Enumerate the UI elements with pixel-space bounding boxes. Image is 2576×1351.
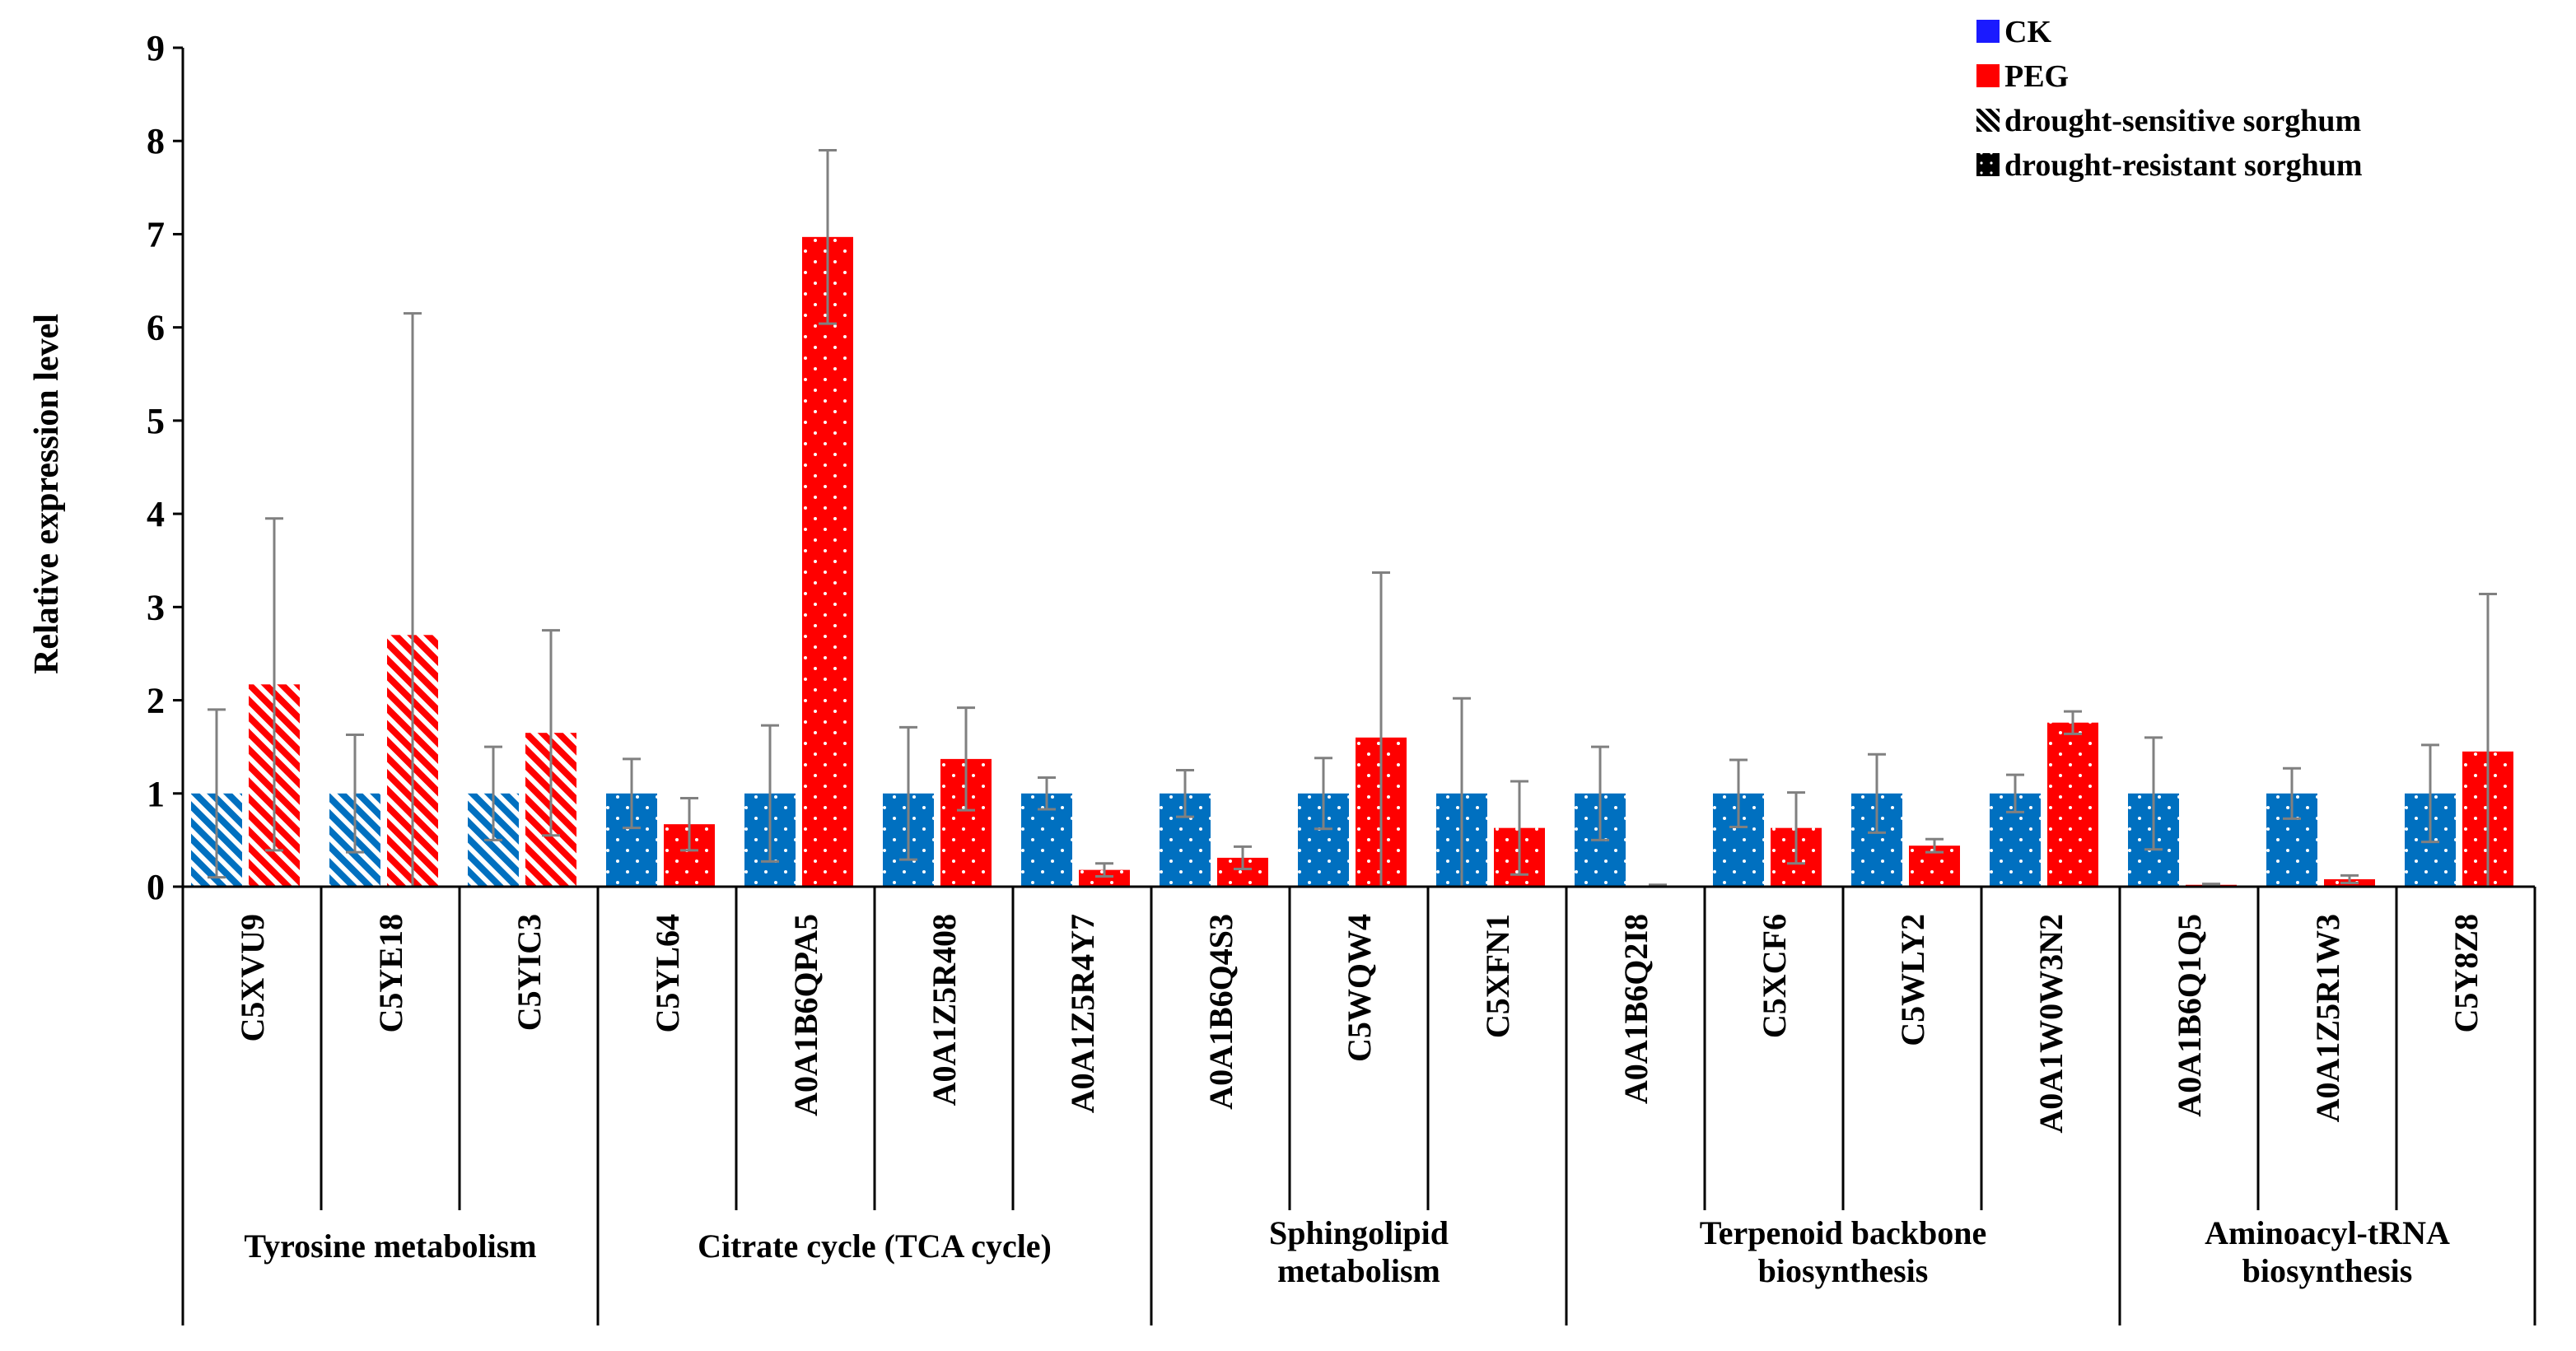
y-tick-label: 7 <box>147 214 165 254</box>
gene-label-C5YE18: C5YE18 <box>372 914 409 1032</box>
group-label-3: Terpenoid backbone biosynthesis <box>1700 1214 1987 1289</box>
y-tick-label: 8 <box>147 121 165 161</box>
legend-swatch-dots <box>1976 153 2000 176</box>
group-label-line: Aminoacyl-tRNA <box>2205 1214 2450 1251</box>
error-bar-peg-C5XFN1 <box>1510 780 1528 876</box>
legend-swatch-hatch <box>1976 109 2000 132</box>
error-bar-peg-A0A1Z5R4Y7 <box>1095 862 1113 878</box>
group-label-line: Sphingolipid <box>1269 1214 1449 1251</box>
bar-peg-A0A1W0W3N2 <box>2047 722 2098 887</box>
error-bar-peg-C5YIC3 <box>542 629 560 837</box>
gene-label-C5XFN1: C5XFN1 <box>1479 914 1516 1038</box>
y-tick-label: 4 <box>147 494 165 534</box>
legend-swatch-solid <box>1976 64 2000 87</box>
group-label-line: biosynthesis <box>2242 1252 2413 1289</box>
gene-label-A0A1Z5R408: A0A1Z5R408 <box>926 914 963 1106</box>
gene-label-C5XCF6: C5XCF6 <box>1756 914 1793 1038</box>
group-label-1: Citrate cycle (TCA cycle) <box>698 1228 1052 1265</box>
error-bar-ck-A0A1B6Q4S3 <box>1176 768 1194 818</box>
gene-label-C5YL64: C5YL64 <box>649 914 686 1032</box>
error-bar-peg-C5WLY2 <box>1925 837 1944 854</box>
y-tick-label: 6 <box>147 308 165 348</box>
error-bar-ck-A0A1Z5R408 <box>899 725 917 861</box>
y-axis-title: Relative expression level <box>28 314 66 674</box>
legend-item-2: drought-sensitive sorghum <box>1976 104 2361 138</box>
gene-label-A0A1B6Q2I8: A0A1B6Q2I8 <box>1617 914 1654 1104</box>
group-label-4: Aminoacyl-tRNA biosynthesis <box>2205 1214 2450 1289</box>
error-bar-peg-A0A1B6Q4S3 <box>1234 845 1252 870</box>
error-bar-ck-C5YL64 <box>623 757 641 830</box>
bars-layer <box>191 236 2513 887</box>
legend-label: drought-sensitive sorghum <box>2004 104 2361 138</box>
error-bar-ck-C5XVU9 <box>208 708 226 879</box>
group-label-line: Citrate cycle (TCA cycle) <box>698 1228 1052 1265</box>
group-label-line: Terpenoid backbone <box>1700 1214 1987 1251</box>
group-label-line: metabolism <box>1277 1252 1440 1289</box>
error-bars-layer <box>208 149 2497 888</box>
error-bar-ck-A0A1Z5R1W3 <box>2283 766 2301 820</box>
legend-item-0: CK <box>1976 15 2051 49</box>
gene-label-C5YIC3: C5YIC3 <box>511 914 548 1031</box>
error-bar-ck-C5YIC3 <box>484 745 502 841</box>
error-bar-ck-C5Y8Z8 <box>2421 743 2439 844</box>
gene-label-A0A1Z5R1W3: A0A1Z5R1W3 <box>2309 914 2346 1122</box>
group-label-0: Tyrosine metabolism <box>244 1228 536 1265</box>
y-tick-label: 0 <box>147 867 165 907</box>
gene-label-C5WLY2: C5WLY2 <box>1894 914 1931 1046</box>
gene-label-A0A1B6Q1Q5: A0A1B6Q1Q5 <box>2171 914 2208 1117</box>
error-bar-ck-C5XCF6 <box>1729 758 1748 829</box>
y-tick-label: 5 <box>147 401 165 441</box>
error-bar-peg-C5XVU9 <box>265 517 283 852</box>
y-axis: 0 1 2 3 4 5 6 7 8 9 <box>147 28 184 907</box>
gene-label-A0A1B6QPA5: A0A1B6QPA5 <box>787 914 824 1116</box>
y-tick-label: 2 <box>147 681 165 721</box>
legend-item-3: drought-resistant sorghum <box>1976 148 2363 183</box>
error-bar-ck-A0A1B6Q1Q5 <box>2144 736 2163 851</box>
group-label-line: Tyrosine metabolism <box>244 1228 536 1265</box>
error-bar-ck-C5WQW4 <box>1314 757 1332 831</box>
y-tick-label: 1 <box>147 774 165 814</box>
error-bar-ck-A0A1B6QPA5 <box>761 724 779 863</box>
error-bar-peg-C5YL64 <box>680 796 698 852</box>
error-bar-peg-A0A1Z5R408 <box>957 706 975 812</box>
error-bar-peg-A0A1B6QPA5 <box>819 149 837 325</box>
error-bar-peg-A0A1Z5R1W3 <box>2340 873 2359 884</box>
legend-swatch-solid <box>1976 20 2000 43</box>
bar-peg-A0A1Z5R4Y7 <box>1079 869 1130 887</box>
gene-label-A0A1Z5R4Y7: A0A1Z5R4Y7 <box>1064 914 1101 1113</box>
error-bar-peg-A0A1W0W3N2 <box>2064 710 2082 735</box>
legend-label: CK <box>2004 15 2051 49</box>
gene-label-C5WQW4: C5WQW4 <box>1341 914 1378 1062</box>
bar-peg-A0A1B6QPA5 <box>802 236 853 887</box>
error-bar-ck-C5WLY2 <box>1868 752 1886 834</box>
error-bar-ck-A0A1B6Q2I8 <box>1591 745 1609 841</box>
gene-label-A0A1W0W3N2: A0A1W0W3N2 <box>2032 914 2070 1134</box>
error-bar-ck-C5YE18 <box>346 733 364 854</box>
group-label-line: biosynthesis <box>1758 1252 1929 1289</box>
gene-label-A0A1B6Q4S3: A0A1B6Q4S3 <box>1202 914 1239 1110</box>
legend-label: drought-resistant sorghum <box>2004 148 2363 183</box>
gene-label-C5Y8Z8: C5Y8Z8 <box>2448 914 2485 1032</box>
error-bar-ck-A0A1Z5R4Y7 <box>1038 776 1056 811</box>
error-bar-ck-A0A1W0W3N2 <box>2006 773 2024 813</box>
legend-label: PEG <box>2004 59 2069 94</box>
legend: CK PEG drought-sensitive sorghum drought-re… <box>1976 15 2363 183</box>
y-tick-label: 3 <box>147 587 165 627</box>
y-tick-label: 9 <box>147 28 165 68</box>
group-label-2: Sphingolipid metabolism <box>1269 1214 1449 1289</box>
gene-label-C5XVU9: C5XVU9 <box>234 914 271 1042</box>
legend-item-1: PEG <box>1976 59 2069 94</box>
error-bar-peg-C5XCF6 <box>1787 791 1805 865</box>
x-axis: C5XVU9 C5YE18 C5YIC3 C5YL64 A0A1B6QPA5 A0A1Z5… <box>181 885 2536 1325</box>
